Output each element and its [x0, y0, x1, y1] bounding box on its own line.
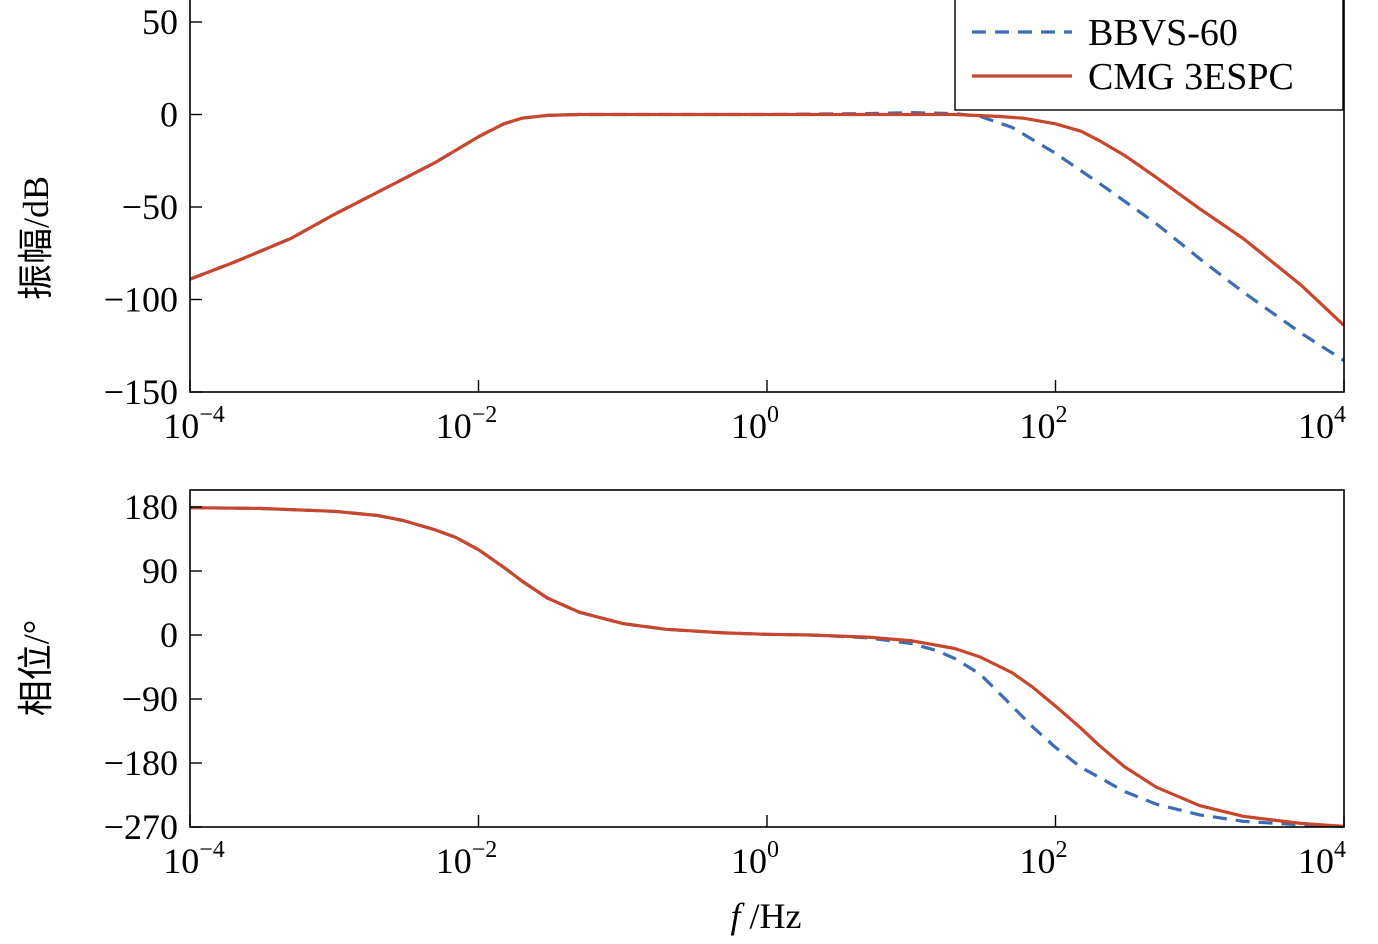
- magnitude-series-layer: [189, 111, 1346, 362]
- phase-series-bbvs-60: [189, 506, 1345, 828]
- x-axis-title: f /Hz: [731, 896, 802, 936]
- phase-x-tick-label-exponent: 2: [1056, 837, 1068, 863]
- x-axis-title-unit: /Hz: [741, 896, 802, 936]
- magnitude-y-tick-label: −150: [104, 372, 178, 412]
- magnitude-x-tick-label-exponent: 0: [767, 402, 779, 428]
- phase-x-tick-label-exponent: −2: [472, 837, 498, 863]
- magnitude-x-tick-label-base: 10: [1298, 406, 1334, 446]
- phase-x-tick-label: 10−4: [163, 837, 225, 881]
- legend-label-cmg3espc: CMG 3ESPC: [1088, 56, 1294, 98]
- magnitude-series-cmg-3espc: [189, 112, 1346, 327]
- magnitude-x-tick-label: 102: [1020, 402, 1068, 446]
- phase-y-tick-label: 90: [142, 551, 178, 591]
- magnitude-y-tick-label: 50: [142, 2, 178, 42]
- phase-y-tick-label: −180: [104, 743, 178, 783]
- phase-y-tick-label: 0: [160, 615, 178, 655]
- legend: BBVS-60 CMG 3ESPC: [954, 0, 1344, 111]
- magnitude-x-tick-label-base: 10: [1020, 406, 1056, 446]
- phase-y-tick-label: 180: [124, 487, 178, 527]
- phase-y-tick-label: −90: [122, 679, 178, 719]
- phase-x-tick-label-exponent: −4: [199, 837, 225, 863]
- magnitude-x-tick-label-base: 10: [436, 406, 472, 446]
- phase-y-tick-label: −270: [104, 807, 178, 847]
- magnitude-series-bbvs-60: [189, 111, 1345, 362]
- magnitude-x-tick-label: 10−4: [163, 402, 225, 446]
- phase-x-tick-label-base: 10: [1020, 841, 1056, 881]
- magnitude-y-axis-title: 振幅/dB: [16, 176, 56, 300]
- magnitude-y-tick-label: −50: [122, 187, 178, 227]
- magnitude-x-tick-label-exponent: 2: [1056, 402, 1068, 428]
- phase-axes-frame: [189, 489, 1345, 828]
- magnitude-x-tick-label: 100: [731, 402, 779, 446]
- magnitude-x-tick-label-base: 10: [163, 406, 199, 446]
- phase-series-layer: [189, 506, 1345, 828]
- phase-x-tick-label-exponent: 0: [767, 837, 779, 863]
- magnitude-y-tick-label: 0: [160, 95, 178, 135]
- magnitude-x-tick-label: 10−2: [436, 402, 498, 446]
- phase-x-tick-label: 104: [1298, 837, 1346, 881]
- legend-box: [954, 0, 1344, 111]
- phase-x-tick-label-base: 10: [731, 841, 767, 881]
- magnitude-x-tick-label-exponent: −2: [472, 402, 498, 428]
- phase-x-tick-label-base: 10: [436, 841, 472, 881]
- phase-x-tick-label: 10−2: [436, 837, 498, 881]
- phase-x-tick-label: 102: [1020, 837, 1068, 881]
- phase-y-axis-title: 相位/°: [16, 620, 56, 716]
- magnitude-x-tick-label-exponent: −4: [199, 402, 225, 428]
- phase-x-tick-label: 100: [731, 837, 779, 881]
- phase-x-tick-label-exponent: 4: [1334, 837, 1346, 863]
- phase-x-tick-label-base: 10: [163, 841, 199, 881]
- magnitude-y-tick-label: −100: [104, 280, 178, 320]
- magnitude-x-tick-label-exponent: 4: [1334, 402, 1346, 428]
- phase-x-tick-label-base: 10: [1298, 841, 1334, 881]
- magnitude-x-tick-label-base: 10: [731, 406, 767, 446]
- legend-label-bbvs60: BBVS-60: [1088, 12, 1238, 54]
- magnitude-x-tick-label: 104: [1298, 402, 1346, 446]
- phase-series-cmg-3espc: [189, 506, 1345, 828]
